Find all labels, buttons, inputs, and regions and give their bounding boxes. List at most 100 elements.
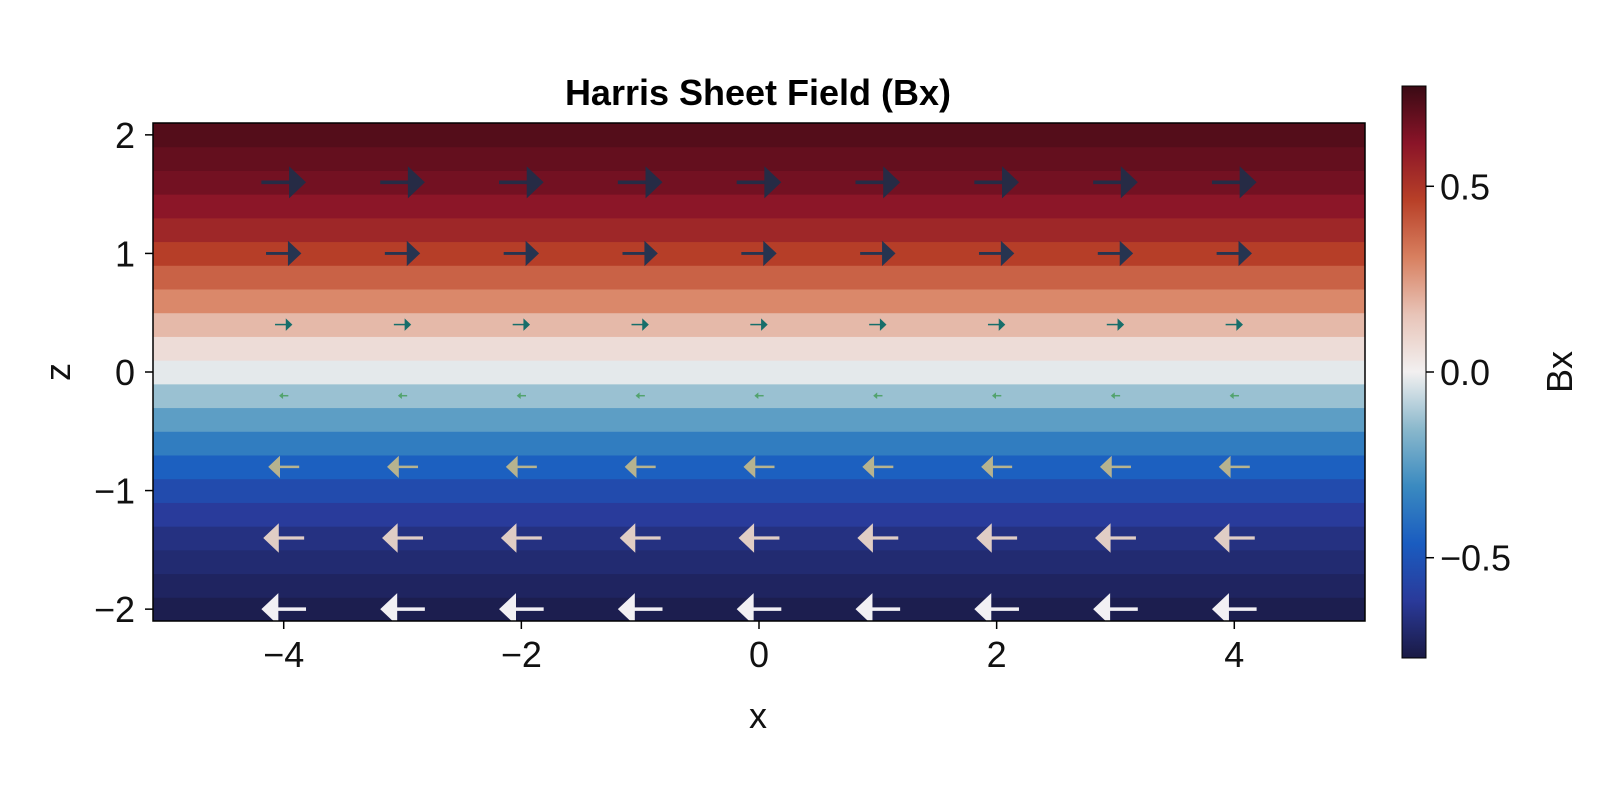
colorbar-ticks: −0.5 0.0 0.5 xyxy=(1426,166,1511,579)
field-arrow xyxy=(1213,523,1255,553)
field-arrow xyxy=(1097,240,1134,267)
field-arrow xyxy=(981,455,1013,479)
field-arrow xyxy=(387,455,419,479)
field-arrow xyxy=(974,593,1019,621)
field-arrow xyxy=(873,392,883,400)
field-arrow xyxy=(268,455,300,479)
field-arrow xyxy=(263,523,305,553)
field-arrow xyxy=(1229,392,1239,400)
y-axis: −2 −1 0 1 2 xyxy=(94,115,153,630)
field-arrow xyxy=(869,318,887,331)
field-arrow xyxy=(261,593,307,621)
field-band xyxy=(153,265,1365,290)
field-arrow xyxy=(397,392,408,400)
field-arrow xyxy=(1218,455,1250,479)
field-arrow xyxy=(857,523,899,553)
y-tick-label: 1 xyxy=(115,233,135,274)
field-arrow xyxy=(382,523,423,553)
field-arrow xyxy=(1225,318,1243,331)
field-arrow xyxy=(1099,455,1131,479)
x-tick-label: 4 xyxy=(1224,634,1244,675)
field-arrow xyxy=(991,392,1002,400)
field-arrow xyxy=(266,240,302,267)
field-arrow xyxy=(380,593,425,621)
field-arrow xyxy=(622,240,658,267)
colorbar-tick-label: 0.0 xyxy=(1440,352,1490,393)
field-arrow xyxy=(503,240,540,267)
field-band xyxy=(153,194,1365,219)
field-band xyxy=(153,573,1365,598)
field-arrow xyxy=(743,455,775,479)
field-arrow xyxy=(736,593,782,621)
field-arrow xyxy=(754,392,764,400)
field-arrow xyxy=(380,166,425,199)
field-arrow xyxy=(1106,318,1125,331)
field-arrow xyxy=(855,593,901,621)
field-arrow xyxy=(516,392,527,400)
x-tick-label: −4 xyxy=(263,634,304,675)
field-band xyxy=(153,478,1365,503)
colorbar-tick-label: −0.5 xyxy=(1440,538,1511,579)
field-band xyxy=(153,146,1365,171)
field-arrow xyxy=(279,392,289,400)
field-arrow xyxy=(987,318,1006,331)
field-arrow xyxy=(617,593,663,621)
field-arrow xyxy=(499,593,544,621)
field-band xyxy=(153,360,1365,385)
x-axis-label: x xyxy=(749,695,767,736)
y-axis-label: z xyxy=(37,363,78,381)
field-arrow xyxy=(624,455,656,479)
field-arrow xyxy=(500,523,542,553)
field-arrow xyxy=(860,240,896,267)
field-arrow xyxy=(1110,392,1121,400)
field-arrow xyxy=(512,318,531,331)
plot-area xyxy=(152,122,1366,622)
field-arrows xyxy=(261,166,1257,621)
chart-title: Harris Sheet Field (Bx) xyxy=(565,72,951,113)
field-arrow xyxy=(736,166,782,199)
field-arrow xyxy=(261,166,307,199)
field-arrow xyxy=(1211,166,1257,199)
colorbar-label: Bx xyxy=(1539,351,1580,393)
y-tick-label: 0 xyxy=(115,352,135,393)
x-tick-label: −2 xyxy=(501,634,542,675)
field-band xyxy=(153,336,1365,361)
field-band xyxy=(153,289,1365,314)
field-arrow xyxy=(393,318,412,331)
field-arrow xyxy=(1093,593,1138,621)
field-arrow xyxy=(1093,166,1138,199)
field-arrow xyxy=(1211,593,1257,621)
field-arrow xyxy=(741,240,777,267)
field-bands xyxy=(153,123,1365,621)
field-arrow xyxy=(631,318,649,331)
field-arrow xyxy=(1216,240,1252,267)
y-tick-label: 2 xyxy=(115,115,135,156)
field-arrow xyxy=(499,166,544,199)
x-tick-label: 0 xyxy=(749,634,769,675)
field-arrow xyxy=(978,240,1015,267)
x-axis: −4 −2 0 2 4 xyxy=(263,621,1244,675)
field-band xyxy=(153,217,1365,243)
field-arrow xyxy=(976,523,1018,553)
y-tick-label: −2 xyxy=(94,589,135,630)
field-arrow xyxy=(619,523,661,553)
field-arrow xyxy=(862,455,894,479)
field-arrow xyxy=(505,455,537,479)
colorbar-gradient xyxy=(1401,85,1427,659)
field-band xyxy=(153,549,1365,575)
y-tick-label: −1 xyxy=(94,471,135,512)
x-tick-label: 2 xyxy=(987,634,1007,675)
field-arrow xyxy=(750,318,768,331)
field-band xyxy=(153,407,1365,432)
field-arrow xyxy=(855,166,901,199)
field-arrow xyxy=(384,240,421,267)
field-arrow xyxy=(635,392,645,400)
field-band xyxy=(153,123,1365,148)
field-arrow xyxy=(1095,523,1136,553)
field-band xyxy=(153,431,1365,456)
colorbar: −0.5 0.0 0.5 Bx xyxy=(1401,85,1580,659)
colorbar-tick-label: 0.5 xyxy=(1440,166,1490,207)
field-arrow xyxy=(974,166,1019,199)
field-arrow xyxy=(738,523,780,553)
